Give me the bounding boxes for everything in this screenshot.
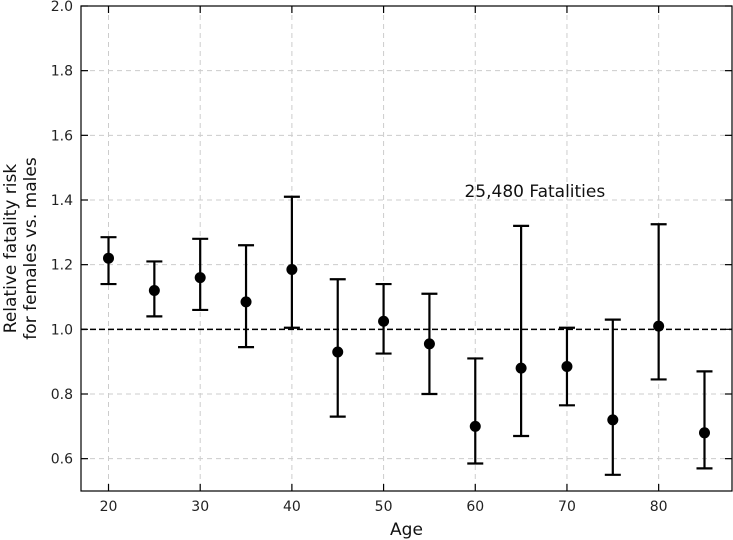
y-tick-label: 0.8 [51,387,73,403]
y-tick-label: 1.0 [51,322,73,338]
data-point [240,296,252,308]
data-point [286,264,298,276]
y-tick-label: 1.4 [51,193,73,209]
plot-frame [80,5,733,492]
data-point [698,427,710,439]
x-tick-label: 40 [283,499,301,515]
data-point [103,252,115,264]
annotation-label: 25,480 Fatalities [464,182,605,202]
ticks: 20 30 40 50 60 70 80 0.6 0.8 1.0 1.2 1.4 1.6 1.8 2.0 [51,0,732,515]
y-tick-label: 0.6 [51,452,73,468]
x-tick-label: 80 [650,499,668,515]
y-axis-title-line1: Relative fatality risk [1,164,21,334]
error-bars [100,195,713,476]
data-point [378,315,390,327]
data-point [561,361,573,373]
x-tick-label: 20 [100,499,118,515]
grid [81,5,732,491]
error-bar [238,244,255,349]
error-bar [696,370,713,470]
error-bar [283,195,300,329]
y-tick-label: 1.2 [51,258,73,274]
data-point [515,362,527,374]
data-point [148,285,160,297]
x-tick-label: 70 [558,499,576,515]
data-point [194,272,206,284]
x-tick-label: 30 [191,499,209,515]
error-bar [650,223,667,381]
y-axis-title-line2: for females vs. males [21,157,41,340]
error-bar [604,318,621,476]
data-point [607,414,619,426]
x-tick-label: 60 [466,499,484,515]
x-axis-title: Age [390,520,423,540]
data-points [103,252,710,439]
data-point [332,346,344,358]
y-tick-label: 1.8 [51,64,73,80]
y-tick-label: 2.0 [51,0,73,15]
data-point [469,420,481,432]
data-point [423,338,435,350]
error-bar [467,357,484,465]
data-point [653,320,665,332]
x-tick-label: 50 [375,499,393,515]
y-tick-label: 1.6 [51,128,73,144]
error-bar [513,224,530,438]
